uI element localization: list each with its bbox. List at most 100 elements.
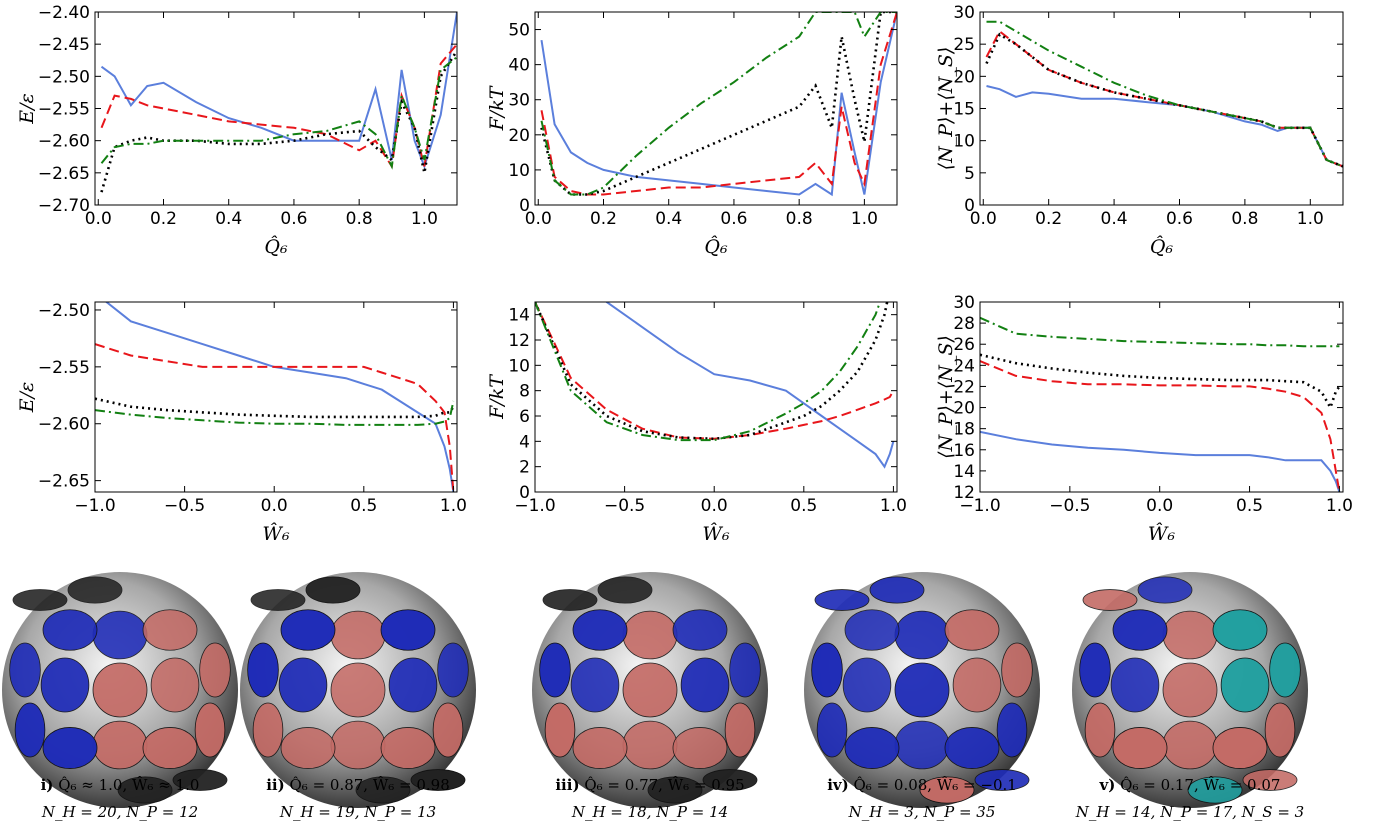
x-axis-label: Ŵ₆ xyxy=(702,522,730,545)
disk xyxy=(673,727,727,768)
disk xyxy=(10,643,41,697)
y-tick-label: −2.60 xyxy=(38,132,90,152)
disk xyxy=(997,703,1027,757)
y-axis-label: ⟨N_P⟩+⟨N_S⟩ xyxy=(935,335,957,459)
disk xyxy=(253,703,283,757)
y-tick-label: 5 xyxy=(964,164,975,184)
caption-line1: Q̂₆ = 0.08, Ŵ₆ = −0.1 xyxy=(853,776,1016,794)
disk xyxy=(571,658,619,712)
disk xyxy=(1113,727,1167,768)
y-tick-label: −2.55 xyxy=(38,358,90,378)
disk xyxy=(870,577,924,603)
y-axis-label: F/kT xyxy=(486,374,508,420)
x-tick-label: 1.0 xyxy=(1297,209,1324,229)
disk xyxy=(41,658,89,712)
y-tick-label: −2.40 xyxy=(38,3,90,23)
x-tick-label: 0.0 xyxy=(701,496,728,516)
disk xyxy=(573,610,627,650)
disk xyxy=(438,643,469,697)
y-tick-label: 50 xyxy=(508,21,530,41)
disk xyxy=(1265,703,1295,757)
disk xyxy=(673,610,727,650)
y-tick-label: 2 xyxy=(519,458,530,478)
caption-row: N_H = 19, N_P = 13 xyxy=(228,799,488,826)
series-line xyxy=(535,188,893,467)
y-tick-label: −2.65 xyxy=(38,164,90,184)
disk xyxy=(730,643,761,697)
x-axis-label: Q̂₆ xyxy=(1150,236,1174,258)
series-line xyxy=(102,57,458,166)
disk xyxy=(381,727,435,768)
caption-row: iii) Q̂₆ = 0.77, Ŵ₆ = 0.95 xyxy=(520,772,780,799)
disk xyxy=(381,610,435,650)
y-tick-label: 4 xyxy=(519,432,530,452)
y-tick-label: 0 xyxy=(519,483,530,503)
series-line xyxy=(987,35,1344,167)
x-tick-label: 0.5 xyxy=(1236,496,1263,516)
plot-frame xyxy=(980,302,1343,492)
x-axis-label: Ŵ₆ xyxy=(262,522,290,545)
y-tick-label: 30 xyxy=(953,3,975,23)
series-line xyxy=(95,344,453,492)
figure: 0.0 0.2 0.4 0.6 0.8 1.0 −2.70 −2.65 −2.60 −2.55 −2… xyxy=(0,0,1375,831)
x-tick-label: 0.2 xyxy=(150,209,177,229)
disk xyxy=(895,611,949,659)
caption-label: v) xyxy=(1100,776,1116,794)
disk xyxy=(43,727,97,768)
x-tick-label: 0.5 xyxy=(350,496,377,516)
caption-line1: Q̂₆ = 0.77, Ŵ₆ = 0.95 xyxy=(584,776,744,794)
disk xyxy=(13,590,67,611)
series-line xyxy=(95,401,453,425)
disk xyxy=(1270,643,1301,697)
series-line xyxy=(542,12,898,195)
disk xyxy=(540,643,571,697)
disk xyxy=(281,727,335,768)
caption-label: i) xyxy=(41,776,54,794)
charts: 0.0 0.2 0.4 0.6 0.8 1.0 −2.70 −2.65 −2.60 −2.55 −2… xyxy=(0,0,1375,831)
disk xyxy=(306,577,360,603)
disk xyxy=(1163,663,1217,717)
x-tick-label: 1.0 xyxy=(411,209,438,229)
caption-line1: Q̂₆ ≈ 1.0, Ŵ₆ ≈ 1.0 xyxy=(58,776,199,794)
x-tick-label: 0.0 xyxy=(261,496,288,516)
y-tick-label: 30 xyxy=(953,293,975,313)
y-tick-label: −2.50 xyxy=(38,67,90,87)
disk xyxy=(845,610,899,650)
y-axis-label: E/ε xyxy=(16,93,38,124)
x-axis-label: Q̂₆ xyxy=(264,236,288,258)
x-tick-label: 0.6 xyxy=(280,209,307,229)
disk xyxy=(1085,703,1115,757)
x-tick-label: 1.0 xyxy=(880,496,907,516)
disk xyxy=(93,721,147,769)
x-tick-label: 0.8 xyxy=(346,209,373,229)
caption-row: ii) Q̂₆ = 0.87, Ŵ₆ = 0.98 xyxy=(228,772,488,799)
y-tick-label: −2.65 xyxy=(38,472,90,492)
series-line xyxy=(987,86,1344,166)
y-tick-label: 8 xyxy=(519,382,530,402)
disk xyxy=(279,658,327,712)
disk xyxy=(681,658,729,712)
x-tick-label: 0.4 xyxy=(655,209,682,229)
disk xyxy=(895,663,949,717)
x-tick-label: −0.5 xyxy=(604,496,645,516)
caption-row: v) Q̂₆ = 0.17, Ŵ₆ = 0.07 xyxy=(1060,772,1320,799)
series-line xyxy=(535,264,893,440)
y-tick-label: 10 xyxy=(508,356,530,376)
disk xyxy=(15,703,45,757)
disk xyxy=(1080,643,1111,697)
disk xyxy=(281,610,335,650)
x-tick-label: −0.5 xyxy=(1049,496,1090,516)
disk xyxy=(623,721,677,769)
disk xyxy=(143,610,197,650)
x-tick-label: 1.0 xyxy=(1326,496,1353,516)
disk xyxy=(945,727,999,768)
y-tick-label: 6 xyxy=(519,407,530,427)
disk xyxy=(93,663,147,717)
series-line xyxy=(102,44,458,166)
y-tick-label: −2.70 xyxy=(38,196,90,216)
caption-label: iv) xyxy=(827,776,849,794)
x-tick-label: 1.0 xyxy=(440,496,467,516)
